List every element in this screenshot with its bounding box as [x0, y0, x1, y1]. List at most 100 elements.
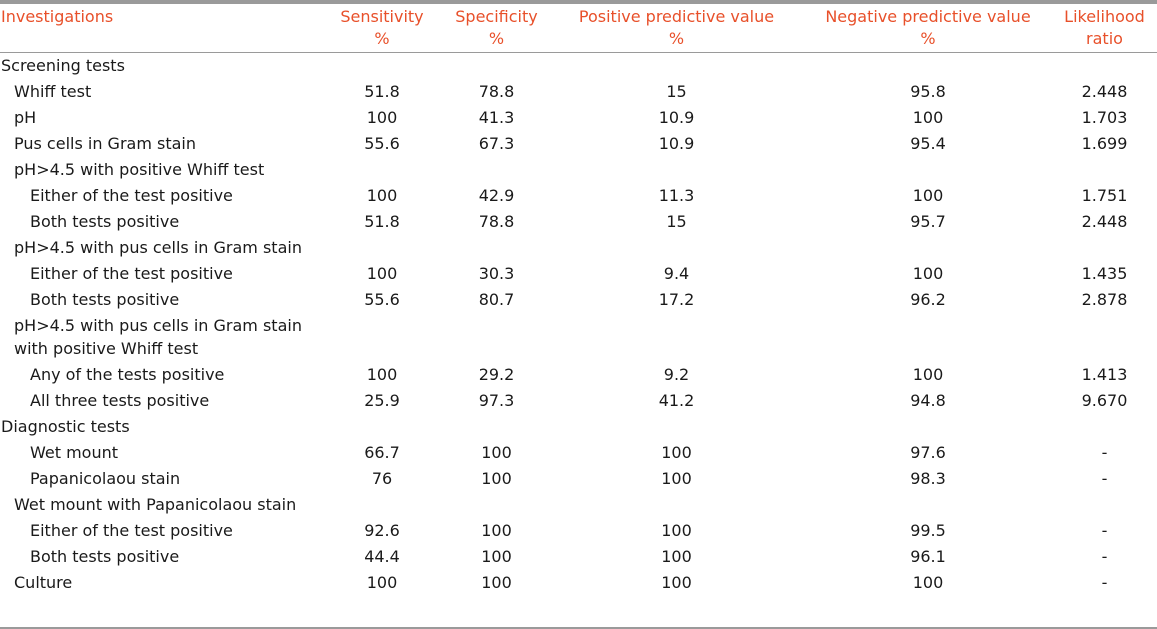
cell-value: 95.8 — [910, 82, 946, 101]
cell-value: 100 — [661, 469, 692, 488]
cell-value: 41.3 — [478, 108, 515, 127]
column-header: Negative predictive value% — [825, 7, 1031, 48]
row-label: pH>4.5 with pus cells in Gram stain with… — [14, 316, 302, 358]
investigations-table: Investigations Sensitivity% Specificity%… — [0, 4, 1157, 595]
column-header: Investigations — [1, 7, 114, 26]
cell-value: 51.8 — [364, 82, 400, 101]
cell-value: 99.5 — [910, 521, 946, 540]
row-label: Both tests positive — [30, 547, 180, 566]
cell-value: 15 — [666, 82, 687, 101]
row-label: Whiff test — [14, 82, 92, 101]
cell-value: 17.2 — [658, 290, 695, 309]
cell-value: 100 — [912, 365, 944, 384]
table-row: Both tests positive 44.4 100 100 96.1 - — [0, 543, 1157, 569]
cell-value: 100 — [366, 573, 398, 592]
cell-value: 100 — [481, 521, 512, 540]
row-label: All three tests positive — [30, 391, 210, 410]
cell-value: 100 — [481, 573, 512, 592]
row-label: pH — [14, 108, 37, 127]
row-label: Wet mount with Papanicolaou stain — [14, 495, 297, 514]
cell-value: 41.2 — [658, 391, 695, 410]
table-row: Either of the test positive 100 42.9 11.3 10… — [0, 182, 1157, 208]
cell-value — [549, 234, 804, 260]
table-row: Any of the tests positive 100 29.2 9.2 100 1.… — [0, 361, 1157, 387]
cell-value — [549, 156, 804, 182]
cell-value — [549, 413, 804, 439]
row-label: Diagnostic tests — [1, 417, 130, 436]
column-header: Specificity% — [455, 7, 538, 48]
cell-value: 9.2 — [663, 365, 690, 384]
cell-value: 100 — [661, 521, 692, 540]
cell-value — [444, 234, 549, 260]
cell-value — [549, 52, 804, 78]
cell-value: 29.2 — [478, 365, 515, 384]
column-header: Likelihood ratio — [1064, 7, 1145, 48]
cell-value: 96.1 — [910, 547, 946, 566]
column-header: Positive predictive value% — [578, 7, 775, 48]
cell-value — [1052, 234, 1157, 260]
cell-value — [444, 491, 549, 517]
cell-value: 44.4 — [364, 547, 400, 566]
row-label: Both tests positive — [30, 212, 180, 231]
cell-value — [1052, 491, 1157, 517]
cell-value — [1052, 413, 1157, 439]
cell-value: 78.8 — [478, 212, 515, 231]
cell-value: 100 — [366, 365, 398, 384]
table-row: pH 100 41.3 10.9 100 1.703 — [0, 104, 1157, 130]
table-row: Either of the test positive 100 30.3 9.4 100… — [0, 260, 1157, 286]
cell-value: 76 — [371, 469, 393, 488]
row-label: Screening tests — [1, 56, 125, 75]
table-row: pH>4.5 with positive Whiff test — [0, 156, 1157, 182]
cell-value: - — [1101, 547, 1108, 566]
cell-value — [804, 234, 1052, 260]
cell-value: 98.3 — [910, 469, 946, 488]
cell-value — [320, 312, 444, 361]
table-body: Screening tests Whiff test 51.8 78.8 15 95.8 2… — [0, 52, 1157, 595]
cell-value: 9.670 — [1081, 391, 1128, 410]
cell-value: 92.6 — [364, 521, 400, 540]
cell-value: - — [1101, 521, 1108, 540]
table-bottom-rule — [0, 627, 1157, 629]
cell-value: 100 — [912, 186, 944, 205]
cell-value — [320, 234, 444, 260]
cell-value: 97.6 — [910, 443, 946, 462]
cell-value: 11.3 — [658, 186, 695, 205]
cell-value: 100 — [481, 547, 512, 566]
cell-value — [1052, 312, 1157, 361]
cell-value — [444, 52, 549, 78]
table-row: Screening tests — [0, 52, 1157, 78]
cell-value: 80.7 — [478, 290, 515, 309]
cell-value: 100 — [481, 469, 512, 488]
cell-value — [320, 52, 444, 78]
row-label: Pus cells in Gram stain — [14, 134, 197, 153]
cell-value: 2.878 — [1081, 290, 1128, 309]
cell-value: - — [1101, 469, 1108, 488]
table-row: Whiff test 51.8 78.8 15 95.8 2.448 — [0, 78, 1157, 104]
cell-value: 1.435 — [1081, 264, 1128, 283]
row-label: Either of the test positive — [30, 521, 233, 540]
row-label: Either of the test positive — [30, 264, 233, 283]
cell-value: 2.448 — [1081, 82, 1128, 101]
cell-value: 100 — [912, 573, 944, 592]
cell-value: 100 — [912, 108, 944, 127]
cell-value: 10.9 — [658, 108, 695, 127]
cell-value: 42.9 — [478, 186, 515, 205]
cell-value: 95.7 — [910, 212, 946, 231]
cell-value: 55.6 — [364, 134, 400, 153]
row-label: pH>4.5 with pus cells in Gram stain — [14, 238, 302, 257]
row-label: Wet mount — [30, 443, 119, 462]
row-label: Any of the tests positive — [30, 365, 225, 384]
row-label: Culture — [14, 573, 73, 592]
table-row: All three tests positive 25.9 97.3 41.2 94.8… — [0, 387, 1157, 413]
table-top-rule — [0, 0, 1157, 4]
cell-value: - — [1101, 573, 1108, 592]
cell-value: 1.703 — [1081, 108, 1128, 127]
row-label: Papanicolaou stain — [30, 469, 181, 488]
cell-value: 25.9 — [364, 391, 400, 410]
cell-value: 30.3 — [478, 264, 515, 283]
cell-value — [549, 491, 804, 517]
table-row: Pus cells in Gram stain 55.6 67.3 10.9 95.4 1… — [0, 130, 1157, 156]
cell-value: 66.7 — [364, 443, 400, 462]
cell-value: 100 — [366, 108, 398, 127]
table-row: Culture 100 100 100 100 - — [0, 569, 1157, 595]
